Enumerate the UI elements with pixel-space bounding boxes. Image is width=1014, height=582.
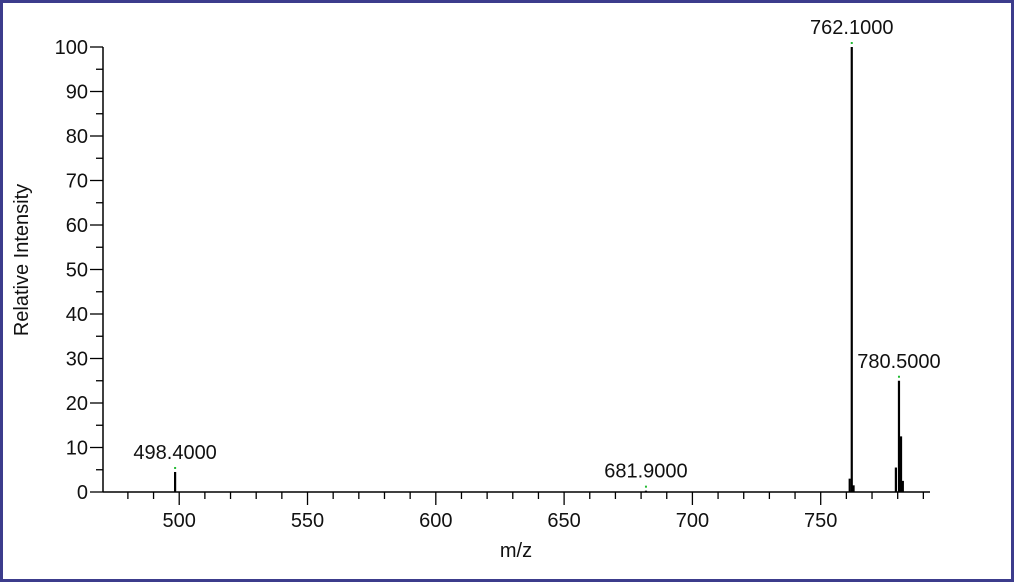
- x-tick-label: 750: [804, 510, 837, 532]
- peak-label: 681.9000: [604, 461, 687, 483]
- axes: [102, 47, 930, 493]
- y-tick-label: 10: [66, 438, 88, 460]
- y-tick-label: 80: [66, 126, 88, 148]
- peaks: [174, 47, 904, 492]
- x-tick-label: 700: [676, 510, 709, 532]
- peak-label: 762.1000: [810, 17, 893, 39]
- x-axis-title: m/z: [500, 540, 532, 562]
- y-ticks: 0 10 20 30 40 50 60 70 80 90 100: [55, 37, 103, 504]
- peak-annotations: 498.4000 681.9000 762.1000 780.5000: [133, 17, 941, 488]
- y-tick-label: 90: [66, 82, 88, 104]
- x-tick-label: 550: [291, 510, 324, 532]
- y-tick-label: 100: [55, 37, 88, 59]
- y-tick-label: 70: [66, 171, 88, 193]
- y-axis-title: Relative Intensity: [11, 184, 33, 336]
- x-tick-label: 650: [547, 510, 580, 532]
- x-tick-label: 500: [163, 510, 196, 532]
- y-tick-label: 60: [66, 215, 88, 237]
- x-ticks: 500 550 600 650 700 750: [127, 492, 925, 532]
- y-tick-label: 40: [66, 304, 88, 326]
- peak-label: 780.5000: [857, 351, 940, 373]
- y-tick-label: 30: [66, 349, 88, 371]
- y-tick-label: 0: [77, 482, 88, 504]
- x-tick-label: 600: [419, 510, 452, 532]
- y-tick-label: 20: [66, 393, 88, 415]
- peak-label: 498.4000: [133, 442, 216, 464]
- y-tick-label: 50: [66, 260, 88, 282]
